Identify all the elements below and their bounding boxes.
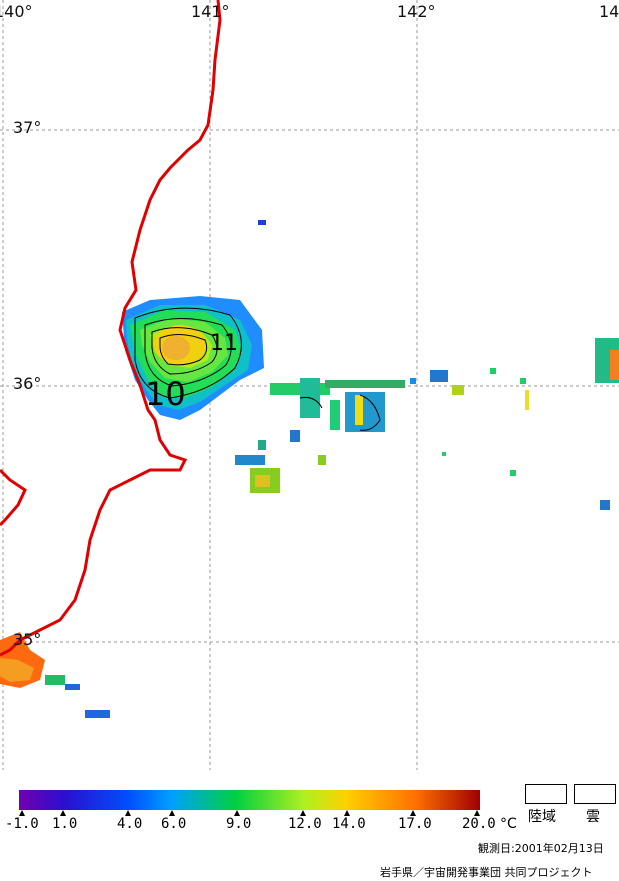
sst-patch <box>490 368 496 374</box>
scale-tick-label: 20.0 <box>462 816 496 832</box>
color-scale-tick-markers <box>19 810 480 816</box>
contour-line <box>159 334 208 366</box>
contour-label-10: 10 <box>145 375 186 413</box>
contour-line <box>299 397 323 409</box>
sst-patch <box>430 370 448 382</box>
lat-label-36: 36° <box>13 374 42 393</box>
sst-patch <box>410 378 416 384</box>
scale-unit: °C <box>500 816 517 832</box>
scale-tick-label: 12.0 <box>288 816 322 832</box>
sst-patch <box>452 385 464 395</box>
sst-patch <box>330 400 340 430</box>
tick-marker <box>19 810 25 816</box>
lon-label-140: 140° <box>0 2 33 21</box>
sst-patch <box>235 455 265 465</box>
scale-tick-label: 1.0 <box>52 816 78 832</box>
contour-line <box>359 394 381 431</box>
cloud-legend-swatch <box>574 784 616 804</box>
scale-tick-label: 14.0 <box>332 816 366 832</box>
lon-label-142: 142° <box>397 2 436 21</box>
sst-patch <box>345 392 385 432</box>
scale-tick-label: 9.0 <box>226 816 252 832</box>
sst-patch <box>290 430 300 442</box>
contour-line <box>144 318 232 387</box>
contour-line <box>151 327 218 375</box>
contour-line <box>134 307 242 399</box>
contour-label-11: 11 <box>210 331 238 356</box>
sst-patch <box>45 675 65 685</box>
land-legend-label: 陸域 <box>528 809 556 825</box>
sst-patch <box>255 475 270 487</box>
cloud-legend-label: 雲 <box>586 809 600 825</box>
sst-patch <box>510 470 516 476</box>
sst-patch <box>525 390 529 410</box>
sea-surface-temperature-map: 11 10 <box>0 0 619 770</box>
sst-patch <box>600 500 610 510</box>
sst-patch <box>258 220 266 225</box>
sst-patch <box>355 395 363 425</box>
observation-date: 観測日:2001年02月13日 <box>478 842 604 855</box>
sst-patch-main-core2 <box>162 336 190 360</box>
sst-data-layer <box>0 220 619 718</box>
project-credit: 岩手県／宇宙開発事業団 共同プロジェクト <box>380 866 593 879</box>
sst-patch <box>318 455 326 465</box>
tick-marker <box>344 810 350 816</box>
tick-marker <box>169 810 175 816</box>
scale-tick-label: 6.0 <box>161 816 187 832</box>
tick-marker <box>410 810 416 816</box>
sst-patch <box>258 440 266 450</box>
sst-patch <box>610 350 619 380</box>
land-legend-swatch <box>525 784 567 804</box>
sst-patch <box>520 378 526 384</box>
coastline <box>0 0 222 657</box>
coastline-inlet <box>0 468 27 527</box>
sst-patch-sw2 <box>0 658 34 682</box>
tick-marker <box>125 810 131 816</box>
lat-label-35: 35° <box>13 630 42 649</box>
coastline-north <box>0 0 222 657</box>
scale-tick-label: 17.0 <box>398 816 432 832</box>
tick-marker <box>234 810 240 816</box>
lon-label-141: 141° <box>191 2 230 21</box>
sst-patch <box>85 710 110 718</box>
lat-label-37: 37° <box>13 118 42 137</box>
scale-tick-label: 4.0 <box>117 816 143 832</box>
tick-marker <box>474 810 480 816</box>
isotherm-contours <box>134 307 381 431</box>
sst-patch <box>442 452 446 456</box>
scale-tick-label: -1.0 <box>5 816 39 832</box>
temperature-color-scale <box>19 790 480 810</box>
color-scale-gradient <box>19 790 480 810</box>
sst-patch <box>65 684 80 690</box>
tick-marker <box>60 810 66 816</box>
tick-marker <box>300 810 306 816</box>
sst-patch <box>325 380 405 388</box>
lon-label-143: 143° <box>599 2 619 21</box>
